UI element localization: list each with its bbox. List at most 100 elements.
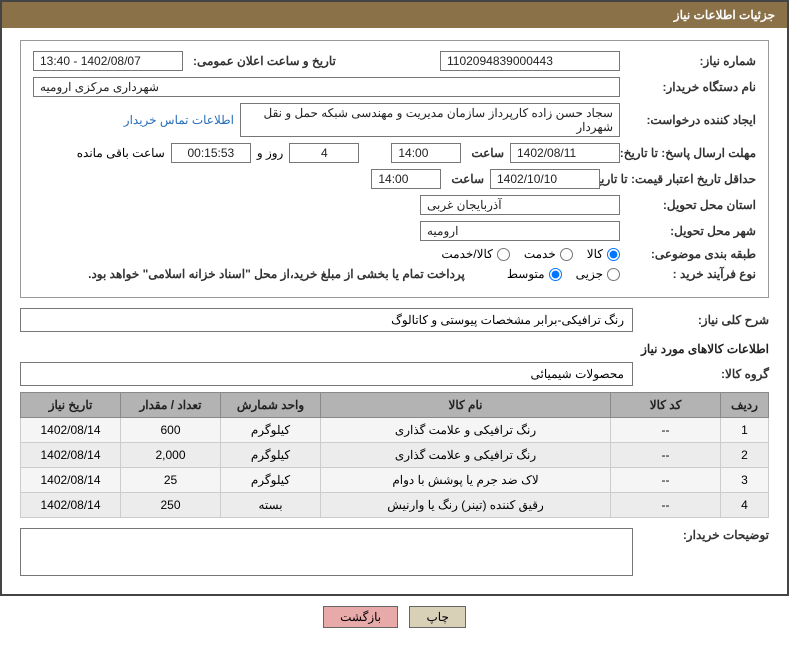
validity-time-field: 14:00 <box>371 169 441 189</box>
row-desc: شرح کلی نیاز: رنگ ترافیکی-برابر مشخصات پ… <box>20 308 769 332</box>
table-header-row: ردیف کد کالا نام کالا واحد شمارش تعداد /… <box>21 393 769 418</box>
radio-partial-input[interactable] <box>607 268 620 281</box>
row-city: شهر محل تحویل: ارومیه <box>33 221 756 241</box>
table-cell-unit: بسته <box>221 493 321 518</box>
radio-both-label: کالا/خدمت <box>441 247 492 261</box>
row-group: گروه کالا: محصولات شیمیائی <box>20 362 769 386</box>
table-row: 1--رنگ ترافیکی و علامت گذاریکیلوگرم60014… <box>21 418 769 443</box>
radio-partial-label: جزیی <box>576 267 603 281</box>
requester-label: ایجاد کننده درخواست: <box>626 113 756 127</box>
row-need-no: شماره نیاز: 1102094839000443 تاریخ و ساع… <box>33 51 756 71</box>
row-buyer-notes: توضیحات خریدار: <box>20 528 769 576</box>
table-cell-qty: 250 <box>121 493 221 518</box>
table-cell-code: -- <box>611 443 721 468</box>
radio-goods-label: کالا <box>587 247 603 261</box>
radio-both-input[interactable] <box>497 248 510 261</box>
table-cell-date: 1402/08/14 <box>21 468 121 493</box>
city-field: ارومیه <box>420 221 620 241</box>
row-province: استان محل تحویل: آذربایجان غربی <box>33 195 756 215</box>
announce-label: تاریخ و ساعت اعلان عمومی: <box>189 54 336 68</box>
table-cell-code: -- <box>611 418 721 443</box>
deadline-send-label: مهلت ارسال پاسخ: تا تاریخ: <box>626 146 756 160</box>
table-cell-n: 4 <box>721 493 769 518</box>
process-radio-group: جزیی متوسط <box>507 267 620 281</box>
row-buyer-org: نام دستگاه خریدار: شهرداری مرکزی ارومیه <box>33 77 756 97</box>
table-cell-name: لاک ضد جرم یا پوشش با دوام <box>321 468 611 493</box>
th-name: نام کالا <box>321 393 611 418</box>
table-cell-date: 1402/08/14 <box>21 418 121 443</box>
city-label: شهر محل تحویل: <box>626 224 756 238</box>
radio-goods[interactable]: کالا <box>587 247 620 261</box>
need-no-label: شماره نیاز: <box>626 54 756 68</box>
th-code: کد کالا <box>611 393 721 418</box>
table-cell-n: 3 <box>721 468 769 493</box>
deadline-time-field: 14:00 <box>391 143 461 163</box>
radio-medium[interactable]: متوسط <box>507 267 562 281</box>
radio-both[interactable]: کالا/خدمت <box>441 247 509 261</box>
row-validity: حداقل تاریخ اعتبار قیمت: تا تاریخ: 1402/… <box>33 169 756 189</box>
print-button[interactable]: چاپ <box>409 606 465 628</box>
remain-days-field: 4 <box>289 143 359 163</box>
validity-label: حداقل تاریخ اعتبار قیمت: تا تاریخ: <box>606 172 756 186</box>
main-container: جزئیات اطلاعات نیاز شماره نیاز: 11020948… <box>0 0 789 596</box>
table-cell-code: -- <box>611 493 721 518</box>
row-category: طبقه بندی موضوعی: کالا خدمت کالا/خدمت <box>33 247 756 261</box>
th-row: ردیف <box>721 393 769 418</box>
announce-field: 1402/08/07 - 13:40 <box>33 51 183 71</box>
th-date: تاریخ نیاز <box>21 393 121 418</box>
table-cell-name: رنگ ترافیکی و علامت گذاری <box>321 418 611 443</box>
table-cell-name: رقیق کننده (تینر) رنگ یا وارنیش <box>321 493 611 518</box>
table-cell-name: رنگ ترافیکی و علامت گذاری <box>321 443 611 468</box>
province-field: آذربایجان غربی <box>420 195 620 215</box>
group-field: محصولات شیمیائی <box>20 362 633 386</box>
row-deadline-send: مهلت ارسال پاسخ: تا تاریخ: 1402/08/11 سا… <box>33 143 756 163</box>
panel-header: جزئیات اطلاعات نیاز <box>2 2 787 28</box>
table-cell-qty: 600 <box>121 418 221 443</box>
th-qty: تعداد / مقدار <box>121 393 221 418</box>
items-section-title: اطلاعات کالاهای مورد نیاز <box>20 342 769 356</box>
content-area: شماره نیاز: 1102094839000443 تاریخ و ساع… <box>2 28 787 594</box>
deadline-date-field: 1402/08/11 <box>510 143 620 163</box>
table-cell-unit: کیلوگرم <box>221 418 321 443</box>
validity-date-field: 1402/10/10 <box>490 169 600 189</box>
table-cell-qty: 25 <box>121 468 221 493</box>
buyer-notes-label: توضیحات خریدار: <box>639 528 769 542</box>
radio-goods-input[interactable] <box>607 248 620 261</box>
contact-link[interactable]: اطلاعات تماس خریدار <box>124 113 234 127</box>
desc-field: رنگ ترافیکی-برابر مشخصات پیوستی و کاتالو… <box>20 308 633 332</box>
table-cell-code: -- <box>611 468 721 493</box>
back-button[interactable]: بازگشت <box>323 606 398 628</box>
province-label: استان محل تحویل: <box>626 198 756 212</box>
row-requester: ایجاد کننده درخواست: سجاد حسن زاده کارپر… <box>33 103 756 137</box>
group-label: گروه کالا: <box>639 367 769 381</box>
radio-service-input[interactable] <box>560 248 573 261</box>
time-label-2: ساعت <box>447 172 484 186</box>
table-cell-date: 1402/08/14 <box>21 493 121 518</box>
need-no-field: 1102094839000443 <box>440 51 620 71</box>
table-cell-unit: کیلوگرم <box>221 443 321 468</box>
buyer-org-label: نام دستگاه خریدار: <box>626 80 756 94</box>
remain-and-label: روز و <box>257 146 284 160</box>
category-radio-group: کالا خدمت کالا/خدمت <box>441 247 620 261</box>
table-row: 2--رنگ ترافیکی و علامت گذاریکیلوگرم2,000… <box>21 443 769 468</box>
buyer-org-field: شهرداری مرکزی ارومیه <box>33 77 620 97</box>
items-table: ردیف کد کالا نام کالا واحد شمارش تعداد /… <box>20 392 769 518</box>
category-label: طبقه بندی موضوعی: <box>626 247 756 261</box>
remain-time-field: 00:15:53 <box>171 143 251 163</box>
table-row: 3--لاک ضد جرم یا پوشش با دوامکیلوگرم2514… <box>21 468 769 493</box>
form-section: شماره نیاز: 1102094839000443 تاریخ و ساع… <box>20 40 769 298</box>
table-cell-n: 1 <box>721 418 769 443</box>
radio-service[interactable]: خدمت <box>524 247 573 261</box>
table-cell-date: 1402/08/14 <box>21 443 121 468</box>
remain-suffix-label: ساعت باقی مانده <box>77 146 165 160</box>
buyer-notes-field[interactable] <box>20 528 633 576</box>
radio-partial[interactable]: جزیی <box>576 267 620 281</box>
table-cell-unit: کیلوگرم <box>221 468 321 493</box>
payment-note: پرداخت تمام یا بخشی از مبلغ خرید،از محل … <box>88 267 465 281</box>
radio-service-label: خدمت <box>524 247 556 261</box>
th-unit: واحد شمارش <box>221 393 321 418</box>
requester-field: سجاد حسن زاده کارپرداز سازمان مدیریت و م… <box>240 103 620 137</box>
radio-medium-input[interactable] <box>549 268 562 281</box>
row-process: نوع فرآیند خرید : جزیی متوسط پرداخت تمام… <box>33 267 756 281</box>
button-row: چاپ بازگشت <box>0 596 789 632</box>
